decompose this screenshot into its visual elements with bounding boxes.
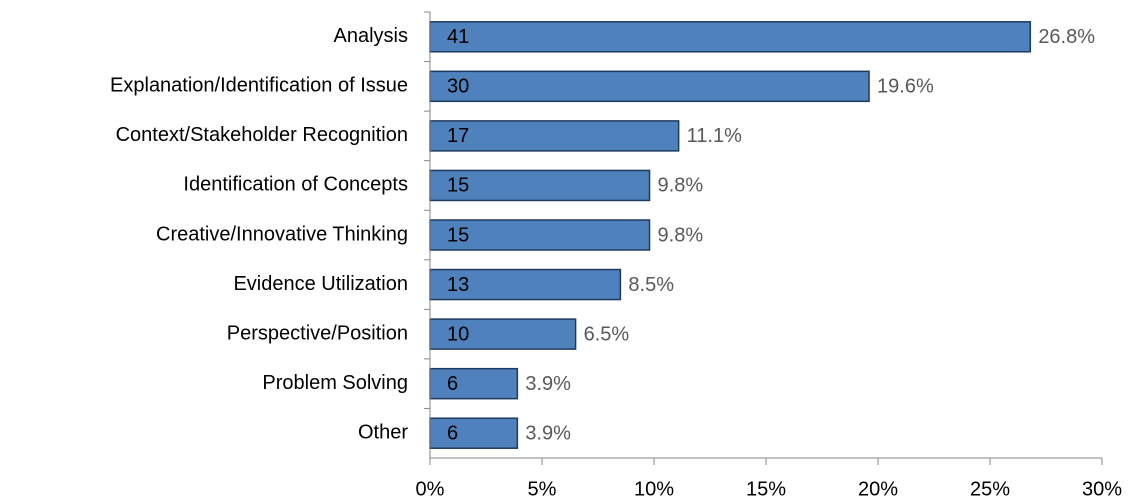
y-tick-label: Creative/Innovative Thinking bbox=[156, 223, 408, 245]
y-tick-label: Explanation/Identification of Issue bbox=[110, 75, 408, 97]
value-label: 8.5% bbox=[628, 274, 674, 296]
x-tick-label: 20% bbox=[858, 478, 898, 497]
value-label: 26.8% bbox=[1038, 26, 1095, 48]
count-label: 15 bbox=[447, 224, 469, 246]
x-tick-label: 0% bbox=[416, 478, 445, 497]
value-label: 19.6% bbox=[877, 76, 934, 98]
x-tick-label: 15% bbox=[746, 478, 786, 497]
bar bbox=[429, 417, 519, 449]
x-tick-label: 25% bbox=[970, 478, 1010, 497]
count-label: 13 bbox=[447, 274, 469, 296]
count-label: 10 bbox=[447, 323, 469, 345]
count-label: 6 bbox=[447, 373, 458, 395]
count-label: 30 bbox=[447, 76, 469, 98]
bar bbox=[429, 70, 870, 103]
y-tick-label: Evidence Utilization bbox=[233, 273, 408, 295]
x-tick-label: 10% bbox=[634, 478, 674, 497]
value-label: 3.9% bbox=[525, 423, 571, 445]
bar bbox=[429, 169, 651, 202]
count-label: 41 bbox=[447, 26, 469, 48]
bar bbox=[429, 268, 622, 301]
y-tick-label: Analysis bbox=[334, 25, 408, 47]
y-tick-label: Other bbox=[358, 422, 408, 444]
y-tick-label: Problem Solving bbox=[262, 372, 408, 394]
y-tick-label: Context/Stakeholder Recognition bbox=[116, 124, 408, 146]
x-tick-label: 30% bbox=[1082, 478, 1122, 497]
value-label: 9.8% bbox=[658, 175, 704, 197]
bar bbox=[429, 120, 680, 152]
y-tick-label: Perspective/Position bbox=[227, 322, 408, 344]
value-label: 3.9% bbox=[525, 373, 571, 395]
bar bbox=[429, 219, 651, 251]
value-label: 11.1% bbox=[687, 125, 742, 147]
count-label: 6 bbox=[447, 423, 458, 445]
x-tick-label: 5% bbox=[528, 478, 557, 497]
bar bbox=[429, 367, 519, 400]
value-label: 6.5% bbox=[584, 323, 630, 345]
count-label: 15 bbox=[447, 175, 469, 197]
y-tick-label: Identification of Concepts bbox=[183, 174, 408, 196]
count-label: 17 bbox=[447, 125, 469, 147]
bar bbox=[429, 318, 577, 350]
value-label: 9.8% bbox=[658, 224, 704, 246]
bar bbox=[429, 21, 1032, 53]
